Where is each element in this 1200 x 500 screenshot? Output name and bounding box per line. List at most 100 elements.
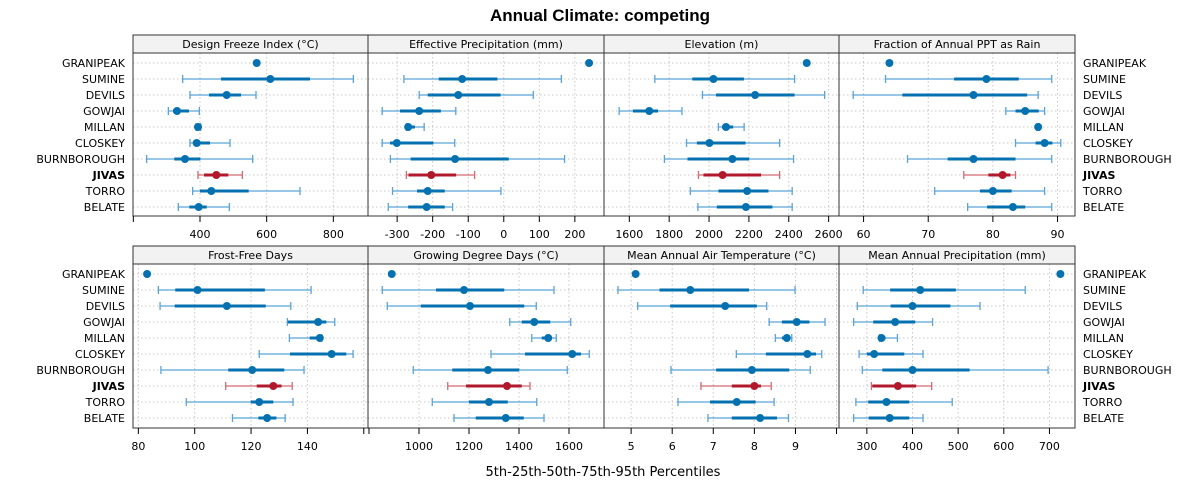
median-point bbox=[222, 91, 231, 99]
axis-tick-label: -100 bbox=[456, 228, 481, 241]
data-row-sumine bbox=[182, 75, 354, 83]
axis-tick-label: 6 bbox=[669, 440, 676, 453]
category-label: DEVILS bbox=[1083, 89, 1122, 102]
category-label: GOWJAI bbox=[1083, 105, 1125, 118]
data-row-sumine bbox=[403, 75, 562, 83]
median-point bbox=[885, 414, 894, 422]
data-row-torro bbox=[689, 187, 793, 195]
median-point bbox=[908, 366, 917, 374]
median-point bbox=[686, 286, 695, 294]
left-category-labels: GRANIPEAK SUMINE DEVILS GOWJAI MILLAN CLOSKEY… bbox=[36, 57, 125, 425]
median-point bbox=[916, 286, 925, 294]
data-row-millan bbox=[288, 334, 324, 342]
median-point bbox=[631, 270, 640, 278]
median-point bbox=[392, 139, 401, 147]
category-label: JIVAS bbox=[1082, 169, 1115, 182]
data-row-torro bbox=[855, 398, 953, 406]
median-point bbox=[387, 270, 396, 278]
axis-tick-label: 0 bbox=[500, 228, 507, 241]
data-row-jivas bbox=[197, 171, 243, 179]
median-point bbox=[568, 350, 577, 358]
panel: Growing Degree Days (°C) 1000 1200 1400 1600 bbox=[367, 245, 605, 453]
axis-tick-label: 600 bbox=[993, 440, 1014, 453]
median-point bbox=[743, 187, 752, 195]
data-row-sumine bbox=[862, 286, 1026, 294]
category-label: GOWJAI bbox=[83, 105, 125, 118]
axis-tick-label: 2000 bbox=[695, 228, 723, 241]
data-row-torro bbox=[677, 398, 775, 406]
median-point bbox=[998, 171, 1007, 179]
axis-tick-label: 700 bbox=[1039, 440, 1060, 453]
category-label: TORRO bbox=[1082, 185, 1123, 198]
data-row-burnborough bbox=[663, 155, 795, 163]
median-point bbox=[802, 59, 811, 67]
data-row-devils bbox=[386, 302, 537, 310]
axis-tick-label: 2200 bbox=[735, 228, 763, 241]
axis-tick-label: 90 bbox=[1051, 228, 1065, 241]
category-label: MILLAN bbox=[84, 121, 125, 134]
data-row-belate bbox=[177, 203, 230, 211]
median-point bbox=[315, 334, 324, 342]
data-row-gowjai bbox=[286, 318, 336, 326]
category-label: JIVAS bbox=[1082, 380, 1115, 393]
data-row-granipeak bbox=[387, 270, 396, 278]
median-point bbox=[466, 302, 474, 310]
median-point bbox=[143, 270, 152, 278]
category-label: SUMINE bbox=[82, 284, 125, 297]
category-label: CLOSKEY bbox=[1083, 137, 1133, 150]
axis-tick-label: 5 bbox=[628, 440, 635, 453]
axis-tick-label: 1400 bbox=[505, 440, 533, 453]
data-row-burnborough bbox=[160, 366, 305, 374]
median-point bbox=[252, 59, 261, 67]
data-row-millan bbox=[404, 123, 425, 131]
median-point bbox=[1034, 123, 1043, 131]
median-point bbox=[327, 350, 336, 358]
median-point bbox=[705, 139, 714, 147]
median-point bbox=[908, 302, 917, 310]
data-row-millan bbox=[194, 123, 202, 131]
median-point bbox=[870, 350, 879, 358]
data-row-gowjai bbox=[618, 107, 683, 115]
axis-tick-label: 2400 bbox=[775, 228, 803, 241]
data-row-burnborough bbox=[861, 366, 1049, 374]
category-label: BURNBOROUGH bbox=[1083, 153, 1172, 166]
median-point bbox=[1040, 139, 1049, 147]
median-point bbox=[728, 155, 737, 163]
data-row-granipeak bbox=[585, 59, 594, 67]
data-row-burnborough bbox=[670, 366, 811, 374]
category-label: DEVILS bbox=[1083, 300, 1122, 313]
data-row-burnborough bbox=[146, 155, 254, 163]
median-point bbox=[645, 107, 654, 115]
data-row-gowjai bbox=[768, 318, 826, 326]
median-point bbox=[1021, 107, 1030, 115]
median-point bbox=[988, 187, 997, 195]
data-row-devils bbox=[701, 91, 826, 99]
panel-title: Mean Annual Precipitation (mm) bbox=[868, 249, 1045, 262]
category-label: DEVILS bbox=[86, 300, 125, 313]
category-label: GRANIPEAK bbox=[1083, 268, 1147, 281]
panel: Elevation (m) 1600 1800 2000 2200 2400 2600 bbox=[603, 34, 843, 241]
median-point bbox=[193, 286, 202, 294]
category-label: SUMINE bbox=[1083, 73, 1126, 86]
median-point bbox=[194, 123, 202, 131]
median-point bbox=[782, 334, 791, 342]
panel-title: Design Freeze Index (°C) bbox=[182, 38, 318, 51]
data-row-gowjai bbox=[167, 107, 200, 115]
panel: Effective Precipitation (mm) -300 -200 -100… bbox=[367, 34, 605, 241]
median-point bbox=[709, 75, 718, 83]
data-row-burnborough bbox=[906, 155, 1053, 163]
data-row-granipeak bbox=[631, 270, 640, 278]
median-point bbox=[969, 155, 978, 163]
median-point bbox=[255, 398, 264, 406]
median-point bbox=[454, 91, 463, 99]
median-point bbox=[741, 203, 750, 211]
panel-title: Fraction of Annual PPT as Rain bbox=[874, 38, 1041, 51]
median-point bbox=[212, 171, 221, 179]
median-point bbox=[1056, 270, 1065, 278]
data-row-closkey bbox=[381, 139, 456, 147]
panel-title: Mean Annual Air Temperature (°C) bbox=[627, 249, 816, 262]
data-row-burnborough bbox=[412, 366, 568, 374]
category-label: CLOSKEY bbox=[75, 137, 125, 150]
category-label: BELATE bbox=[84, 201, 125, 214]
